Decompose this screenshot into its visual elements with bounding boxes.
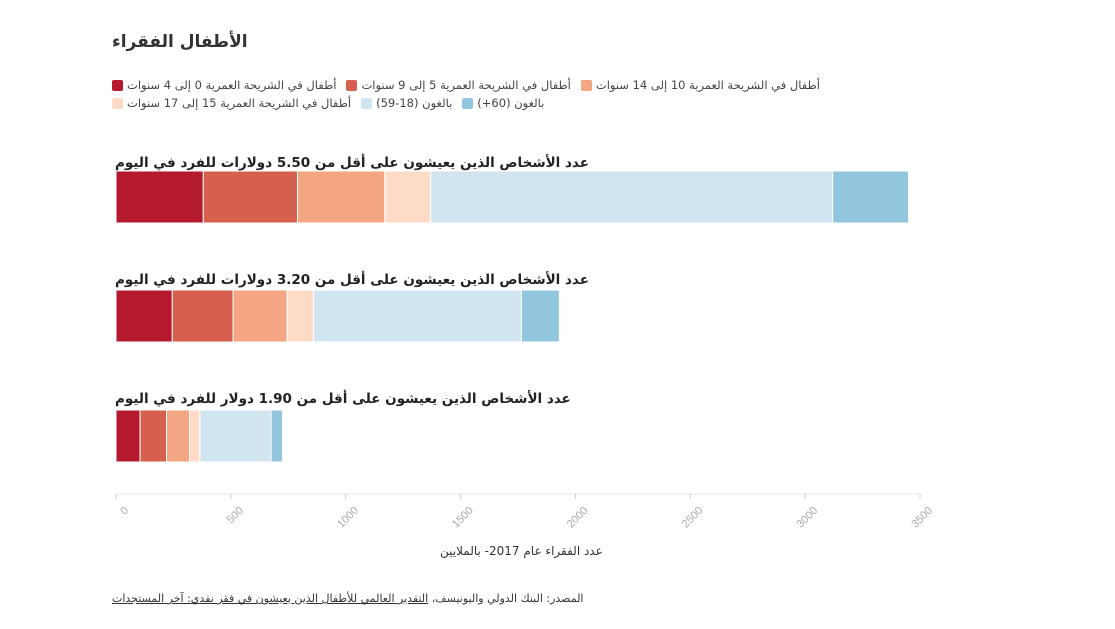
bar-segment[interactable] <box>166 409 191 463</box>
bar-segment[interactable] <box>270 409 284 463</box>
legend-label: أطفال في الشريحة العمرية 10 إلى 14 سنوات <box>595 78 820 92</box>
x-tick-label: 2000 <box>565 505 591 531</box>
legend-item: أطفال في الشريحة العمرية 15 إلى 17 سنوات <box>112 96 351 110</box>
legend-swatch <box>580 79 592 91</box>
bar-segment[interactable] <box>199 409 272 463</box>
legend-label: أطفال في الشريحة العمرية 0 إلى 4 سنوات <box>127 78 337 92</box>
bar-segment[interactable] <box>520 289 560 343</box>
legend-swatch <box>462 97 474 109</box>
bar-segment[interactable] <box>171 289 234 343</box>
x-tick-label: 3500 <box>909 505 935 531</box>
legend-row: أطفال في الشريحة العمرية 0 إلى 4 سنوات أط… <box>112 78 820 92</box>
group-label-3-20: عدد الأشخاص الذين يعيشون على أقل من 3.20… <box>115 272 589 288</box>
group-label-1-90: عدد الأشخاص الذين يعيشون على أقل من 1.90… <box>115 391 571 407</box>
legend-swatch <box>112 79 123 91</box>
legend-row: أطفال في الشريحة العمرية 15 إلى 17 سنوات… <box>112 96 752 110</box>
source-link[interactable]: التقدير العالمي للأطفال الذين يعيشون في … <box>112 592 429 605</box>
legend-item: أطفال في الشريحة العمرية 5 إلى 9 سنوات <box>346 78 571 92</box>
legend-label: بالغون (18-59) <box>376 96 453 110</box>
bar-segment[interactable] <box>115 170 204 224</box>
legend-swatch <box>112 97 123 109</box>
bar-segment[interactable] <box>313 289 522 343</box>
bar-segment[interactable] <box>189 409 201 463</box>
bar-segment[interactable] <box>202 170 298 224</box>
x-tick-label: 1500 <box>450 505 476 531</box>
legend-item: بالغون (60+) <box>462 96 544 110</box>
x-tick-label: 500 <box>225 505 246 526</box>
legend: أطفال في الشريحة العمرية 0 إلى 4 سنوات أط… <box>112 78 820 114</box>
bar-segment[interactable] <box>232 289 288 343</box>
group-label-5-50: عدد الأشخاص الذين يعيشون على أقل من 5.50… <box>115 155 589 171</box>
bar-segment[interactable] <box>115 409 141 463</box>
legend-label: بالغون (60+) <box>477 96 545 110</box>
legend-swatch <box>361 97 373 109</box>
bar-segment[interactable] <box>430 170 834 224</box>
bar-segment[interactable] <box>296 170 386 224</box>
x-tick-label: 3000 <box>795 505 821 531</box>
legend-item: بالغون (18-59) <box>361 96 452 110</box>
x-tick-label: 0 <box>118 505 131 518</box>
x-axis-label: عدد الفقراء عام 2017- بالملايين <box>440 544 603 558</box>
legend-label: أطفال في الشريحة العمرية 15 إلى 17 سنوات <box>127 96 352 110</box>
bar-segment[interactable] <box>115 289 173 343</box>
chart-title: الأطفال الفقراء <box>112 32 248 52</box>
bar-segment[interactable] <box>384 170 432 224</box>
bar-segment[interactable] <box>832 170 910 224</box>
legend-label: أطفال في الشريحة العمرية 5 إلى 9 سنوات <box>361 78 571 92</box>
legend-swatch <box>346 79 358 91</box>
bar-segment[interactable] <box>139 409 168 463</box>
legend-item: أطفال في الشريحة العمرية 10 إلى 14 سنوات <box>580 78 820 92</box>
x-tick-label: 2500 <box>680 505 706 531</box>
source-note: المصدر: البنك الدولي واليونيسف، التقدير … <box>112 592 584 605</box>
source-prefix: المصدر: البنك الدولي واليونيسف، <box>428 592 584 605</box>
bar-segment[interactable] <box>286 289 315 343</box>
x-tick-label: 1000 <box>335 505 361 531</box>
legend-item: أطفال في الشريحة العمرية 0 إلى 4 سنوات <box>112 78 336 92</box>
